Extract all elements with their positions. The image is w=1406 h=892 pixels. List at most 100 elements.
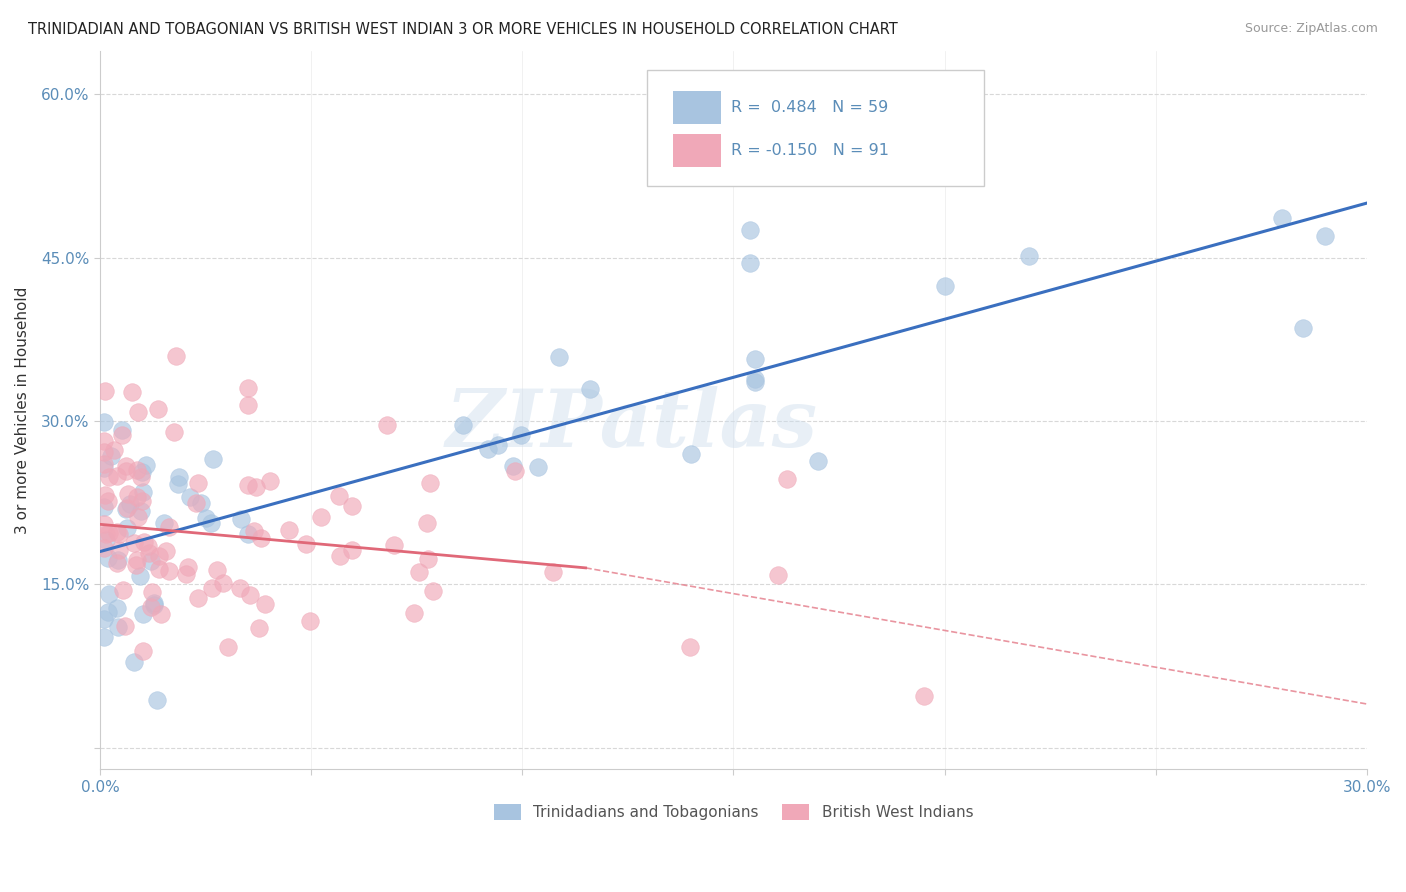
Text: TRINIDADIAN AND TOBAGONIAN VS BRITISH WEST INDIAN 3 OR MORE VEHICLES IN HOUSEHOL: TRINIDADIAN AND TOBAGONIAN VS BRITISH WE…	[28, 22, 898, 37]
Point	[184, 496, 207, 510]
Point	[115, 464, 138, 478]
Point	[93, 415, 115, 429]
Point	[105, 525, 128, 540]
Point	[202, 452, 225, 467]
Point	[98, 470, 121, 484]
Point	[177, 560, 200, 574]
Point	[93, 630, 115, 644]
Point	[97, 494, 120, 508]
Point	[93, 444, 115, 458]
Point	[111, 423, 134, 437]
Point	[93, 488, 115, 502]
Point	[132, 534, 155, 549]
Point	[422, 584, 444, 599]
Point	[195, 511, 218, 525]
Point	[744, 375, 766, 389]
Point	[418, 552, 440, 566]
Point	[503, 464, 526, 478]
Point	[141, 584, 163, 599]
Point	[242, 524, 264, 539]
Point	[579, 382, 602, 396]
Point	[1018, 249, 1040, 263]
Bar	[672, 91, 721, 124]
Point	[488, 438, 510, 452]
Point	[201, 581, 224, 595]
Point	[239, 588, 262, 602]
Point	[122, 656, 145, 670]
Point	[190, 496, 212, 510]
Point	[295, 537, 318, 551]
Point	[934, 278, 956, 293]
Point	[744, 372, 766, 386]
Point	[132, 644, 155, 658]
Point	[165, 349, 187, 363]
Point	[342, 499, 364, 513]
Point	[94, 384, 117, 399]
Point	[117, 521, 139, 535]
Point	[107, 553, 129, 567]
Point	[681, 447, 703, 461]
Point	[148, 562, 170, 576]
Point	[93, 500, 115, 514]
Point	[97, 605, 120, 619]
Point	[100, 449, 122, 463]
Point	[146, 402, 169, 417]
Text: R =  0.484   N = 59: R = 0.484 N = 59	[731, 100, 889, 115]
Point	[105, 557, 128, 571]
Point	[127, 405, 149, 419]
Point	[157, 520, 180, 534]
Point	[211, 576, 233, 591]
Point	[229, 582, 252, 596]
Point	[510, 427, 533, 442]
Point	[776, 472, 799, 486]
Point	[679, 640, 702, 654]
Point	[179, 490, 201, 504]
Point	[200, 516, 222, 530]
Point	[149, 607, 172, 621]
Point	[122, 536, 145, 550]
Point	[157, 564, 180, 578]
Point	[125, 490, 148, 504]
Point	[740, 93, 762, 107]
Point	[167, 470, 190, 484]
Point	[146, 692, 169, 706]
Point	[807, 454, 830, 468]
Point	[217, 640, 239, 654]
Point	[247, 621, 270, 635]
Point	[136, 539, 159, 553]
Text: Source: ZipAtlas.com: Source: ZipAtlas.com	[1244, 22, 1378, 36]
Point	[1292, 321, 1315, 335]
Point	[250, 532, 273, 546]
Point	[142, 596, 165, 610]
Point	[132, 607, 155, 621]
Point	[108, 527, 131, 541]
Point	[238, 477, 260, 491]
Point	[148, 549, 170, 563]
Point	[259, 475, 281, 489]
Point	[167, 477, 190, 491]
Point	[93, 516, 115, 531]
Point	[125, 552, 148, 566]
Point	[93, 434, 115, 448]
Point	[408, 565, 430, 579]
Point	[129, 569, 152, 583]
Point	[543, 565, 565, 579]
Point	[131, 493, 153, 508]
Point	[278, 524, 301, 538]
Point	[236, 526, 259, 541]
Point	[127, 509, 149, 524]
Point	[107, 620, 129, 634]
Point	[340, 542, 363, 557]
Point	[94, 527, 117, 541]
Text: ZIPatlas: ZIPatlas	[446, 385, 818, 463]
Point	[502, 458, 524, 473]
Point	[527, 460, 550, 475]
Point	[329, 549, 352, 563]
Point	[93, 460, 115, 475]
Point	[131, 465, 153, 479]
Point	[384, 538, 406, 552]
Point	[477, 442, 499, 457]
Point	[117, 501, 139, 516]
Point	[111, 427, 134, 442]
Point	[135, 458, 157, 472]
